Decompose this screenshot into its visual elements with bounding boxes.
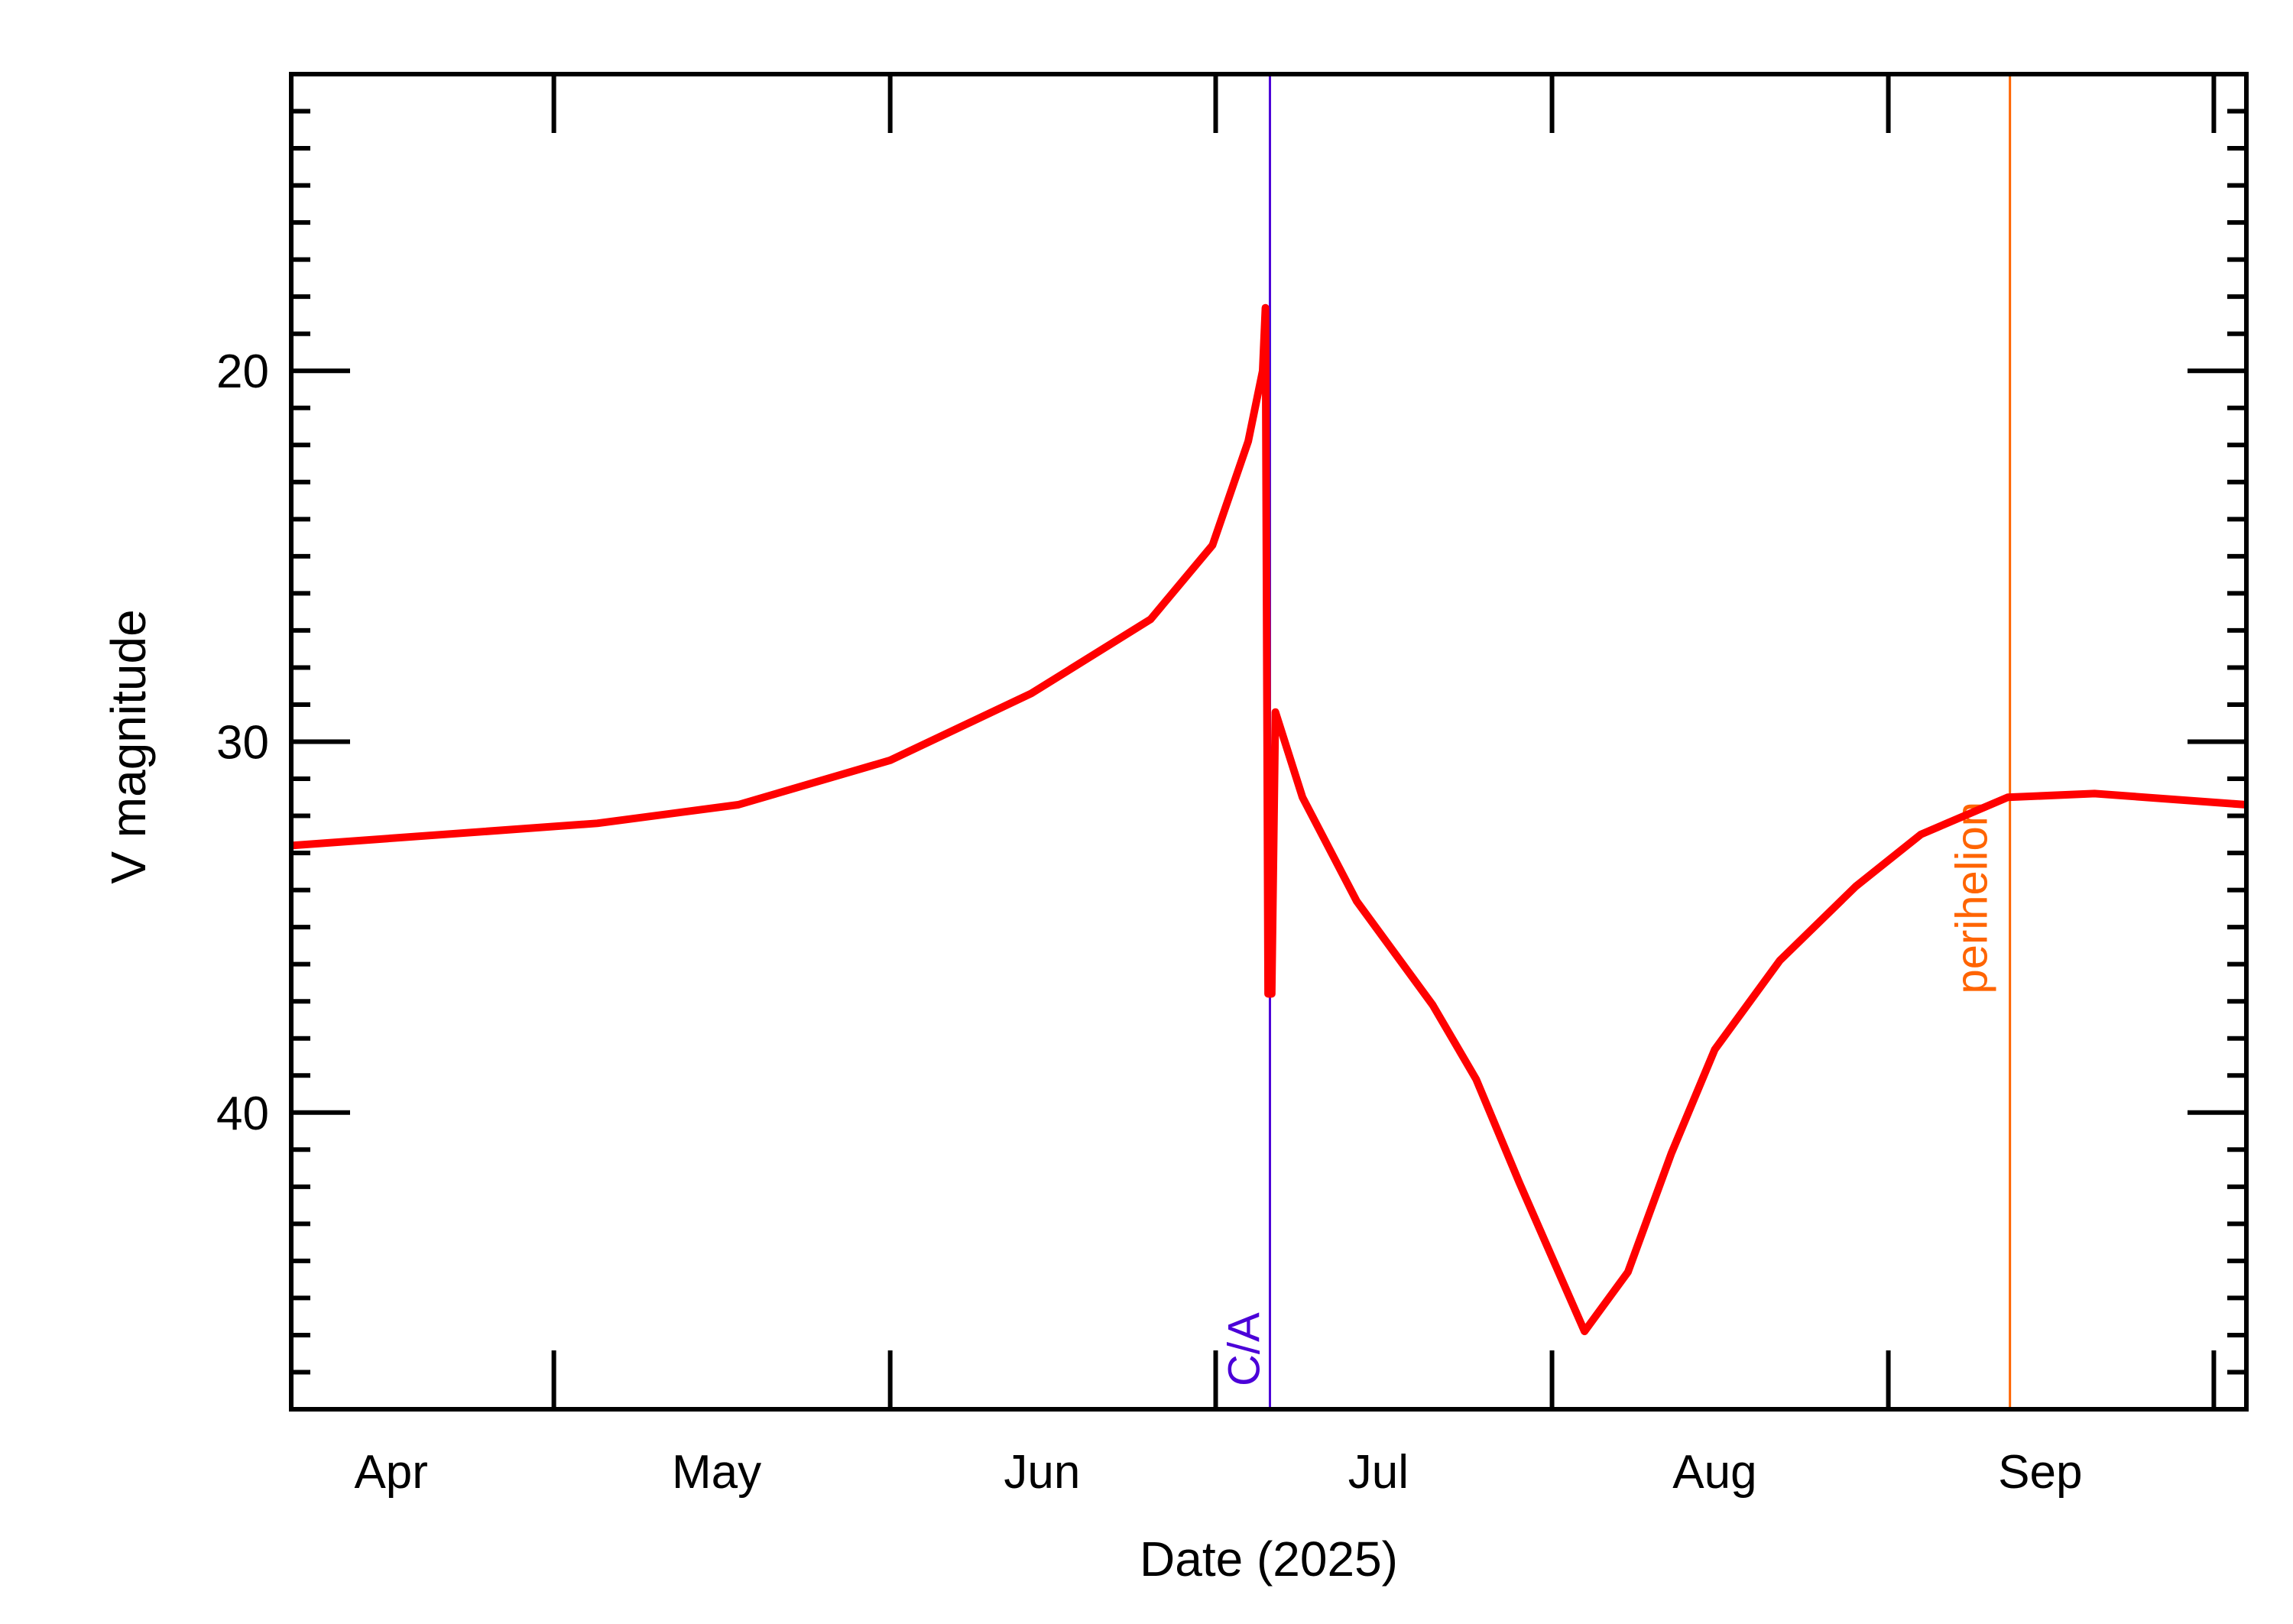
tick-labels: 20 30 40 Apr May Jun Jul Aug Sep <box>216 345 2082 1499</box>
x-tick-label: May <box>672 1446 761 1499</box>
plot-frame <box>289 72 2249 1412</box>
closest-approach-label: C/A <box>1219 1312 1269 1386</box>
series-group <box>290 303 2247 1336</box>
magnitude-curve <box>290 303 2247 1336</box>
x-tick-label: Aug <box>1672 1446 1756 1499</box>
y-tick-label: 20 <box>216 345 269 398</box>
x-tick-label: Sep <box>1998 1446 2082 1499</box>
annotations: C/A perihelion <box>1219 74 2012 1409</box>
perihelion-label: perihelion <box>1948 802 1997 994</box>
y-axis-label: V magnitude <box>101 609 156 883</box>
x-tick-label: Apr <box>354 1446 427 1499</box>
y-tick-label: 40 <box>216 1088 269 1140</box>
x-tick-label: Jul <box>1348 1446 1409 1499</box>
x-axis-label: Date (2025) <box>1140 1532 1398 1587</box>
y-tick-label: 30 <box>216 717 269 770</box>
x-tick-label: Jun <box>1004 1446 1080 1499</box>
